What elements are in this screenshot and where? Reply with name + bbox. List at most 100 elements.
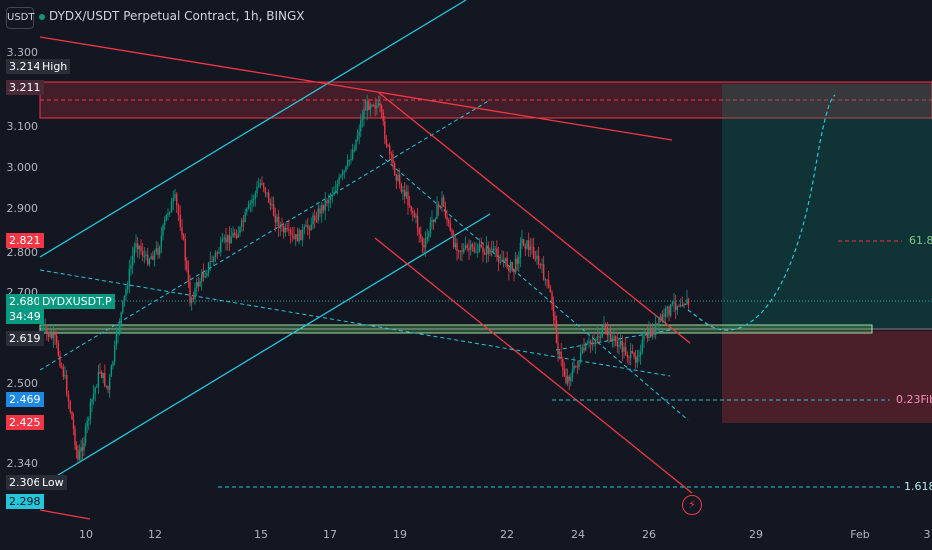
candle-body — [416, 215, 419, 229]
candle-body — [578, 361, 580, 368]
candle-body — [125, 289, 127, 296]
candle-body — [683, 304, 685, 307]
candle-body — [331, 195, 333, 197]
candle-body — [190, 297, 193, 304]
candle-body — [666, 306, 669, 309]
candle-body — [259, 183, 262, 187]
price-tick: 2.500 — [6, 377, 39, 390]
candle-body — [242, 220, 245, 222]
candle-body — [336, 183, 339, 191]
candle-body — [539, 263, 542, 266]
candle-body — [457, 250, 460, 252]
candle-body — [376, 105, 378, 109]
candle-body — [91, 399, 93, 403]
candle-body — [201, 272, 203, 282]
channel-lower-line[interactable] — [39, 213, 491, 487]
candle-body — [487, 245, 489, 254]
candle-body — [328, 199, 330, 204]
candle-body — [684, 304, 687, 306]
candle-body — [646, 333, 649, 338]
candle-body — [92, 393, 95, 400]
candle-body — [303, 226, 305, 230]
candle-body — [315, 220, 318, 222]
candle-body — [150, 256, 152, 260]
candle-body — [187, 269, 190, 282]
candle-body — [204, 275, 206, 278]
candle-body — [113, 345, 116, 362]
lightning-alert-icon[interactable]: ⚡ — [682, 495, 702, 515]
candle-body — [649, 329, 652, 337]
symbol-title[interactable]: DYDX/USDT Perpetual Contract, 1h, BINGX — [49, 9, 305, 23]
candle-body — [653, 328, 655, 335]
position-target-zone[interactable] — [722, 84, 932, 328]
candle-body — [230, 237, 232, 244]
candle-body — [42, 328, 45, 330]
candle-body — [155, 248, 157, 252]
candle-body — [633, 352, 635, 357]
candle-body — [558, 351, 561, 355]
candle-body — [415, 215, 417, 217]
candle-body — [664, 308, 667, 317]
candle-body — [298, 229, 300, 242]
candle-body — [122, 300, 124, 313]
candle-body — [279, 225, 282, 229]
candle-body — [554, 316, 556, 321]
candle-body — [67, 394, 70, 402]
channel-upper-line[interactable] — [39, 0, 467, 258]
candle-body — [588, 341, 590, 343]
time-tick: 19 — [393, 528, 407, 541]
low-price-tag: 2.306 — [6, 475, 44, 490]
candle-body — [117, 332, 119, 335]
candle-body — [537, 255, 540, 264]
price-tick: 3.000 — [6, 161, 39, 174]
candle-body — [503, 260, 505, 262]
candle-body — [380, 105, 383, 113]
time-tick: 3 — [923, 528, 931, 541]
candle-body — [436, 204, 438, 220]
candle-body — [321, 204, 323, 214]
candle-body — [41, 329, 43, 331]
candle-body — [426, 236, 428, 240]
candle-body — [478, 244, 481, 252]
candle-body — [202, 272, 205, 278]
position-stop-zone[interactable] — [722, 331, 932, 423]
candle-body — [631, 350, 634, 353]
candle-body — [589, 341, 592, 344]
candle-body — [223, 237, 225, 240]
candle-body — [75, 445, 78, 450]
currency-button[interactable]: USDT — [6, 7, 34, 29]
candle-body — [239, 226, 241, 234]
candle-body — [410, 206, 412, 212]
candle-body — [542, 264, 545, 280]
candle-body — [606, 326, 609, 336]
candle-body — [464, 245, 467, 249]
candle-body — [272, 204, 275, 216]
chart-header: USDT DYDX/USDT Perpetual Contract, 1h, B… — [0, 0, 932, 34]
candle-body — [301, 229, 304, 241]
candle-body — [501, 260, 503, 263]
desc-channel-upper[interactable] — [377, 91, 691, 344]
market-status-dot — [39, 14, 45, 20]
desc-channel-lower[interactable] — [374, 237, 693, 494]
candle-body — [74, 428, 76, 446]
candle-body — [97, 371, 100, 387]
candle-body — [102, 372, 104, 378]
candle-body — [551, 292, 553, 303]
projection-path[interactable] — [687, 94, 836, 331]
candle-body — [659, 316, 662, 321]
candle-body — [439, 206, 442, 208]
candle-body — [434, 219, 437, 222]
candle-body — [189, 281, 191, 304]
candle-body — [428, 233, 430, 237]
candle-body — [527, 240, 530, 250]
candle-body — [338, 177, 340, 184]
candle-body — [237, 233, 239, 238]
candle-body — [295, 234, 297, 239]
downtrend-line[interactable] — [39, 36, 673, 141]
candle-body — [393, 163, 396, 175]
candle-body — [314, 215, 316, 221]
candle-body — [571, 370, 574, 378]
candle-body — [568, 376, 570, 381]
candle-body — [596, 336, 599, 341]
